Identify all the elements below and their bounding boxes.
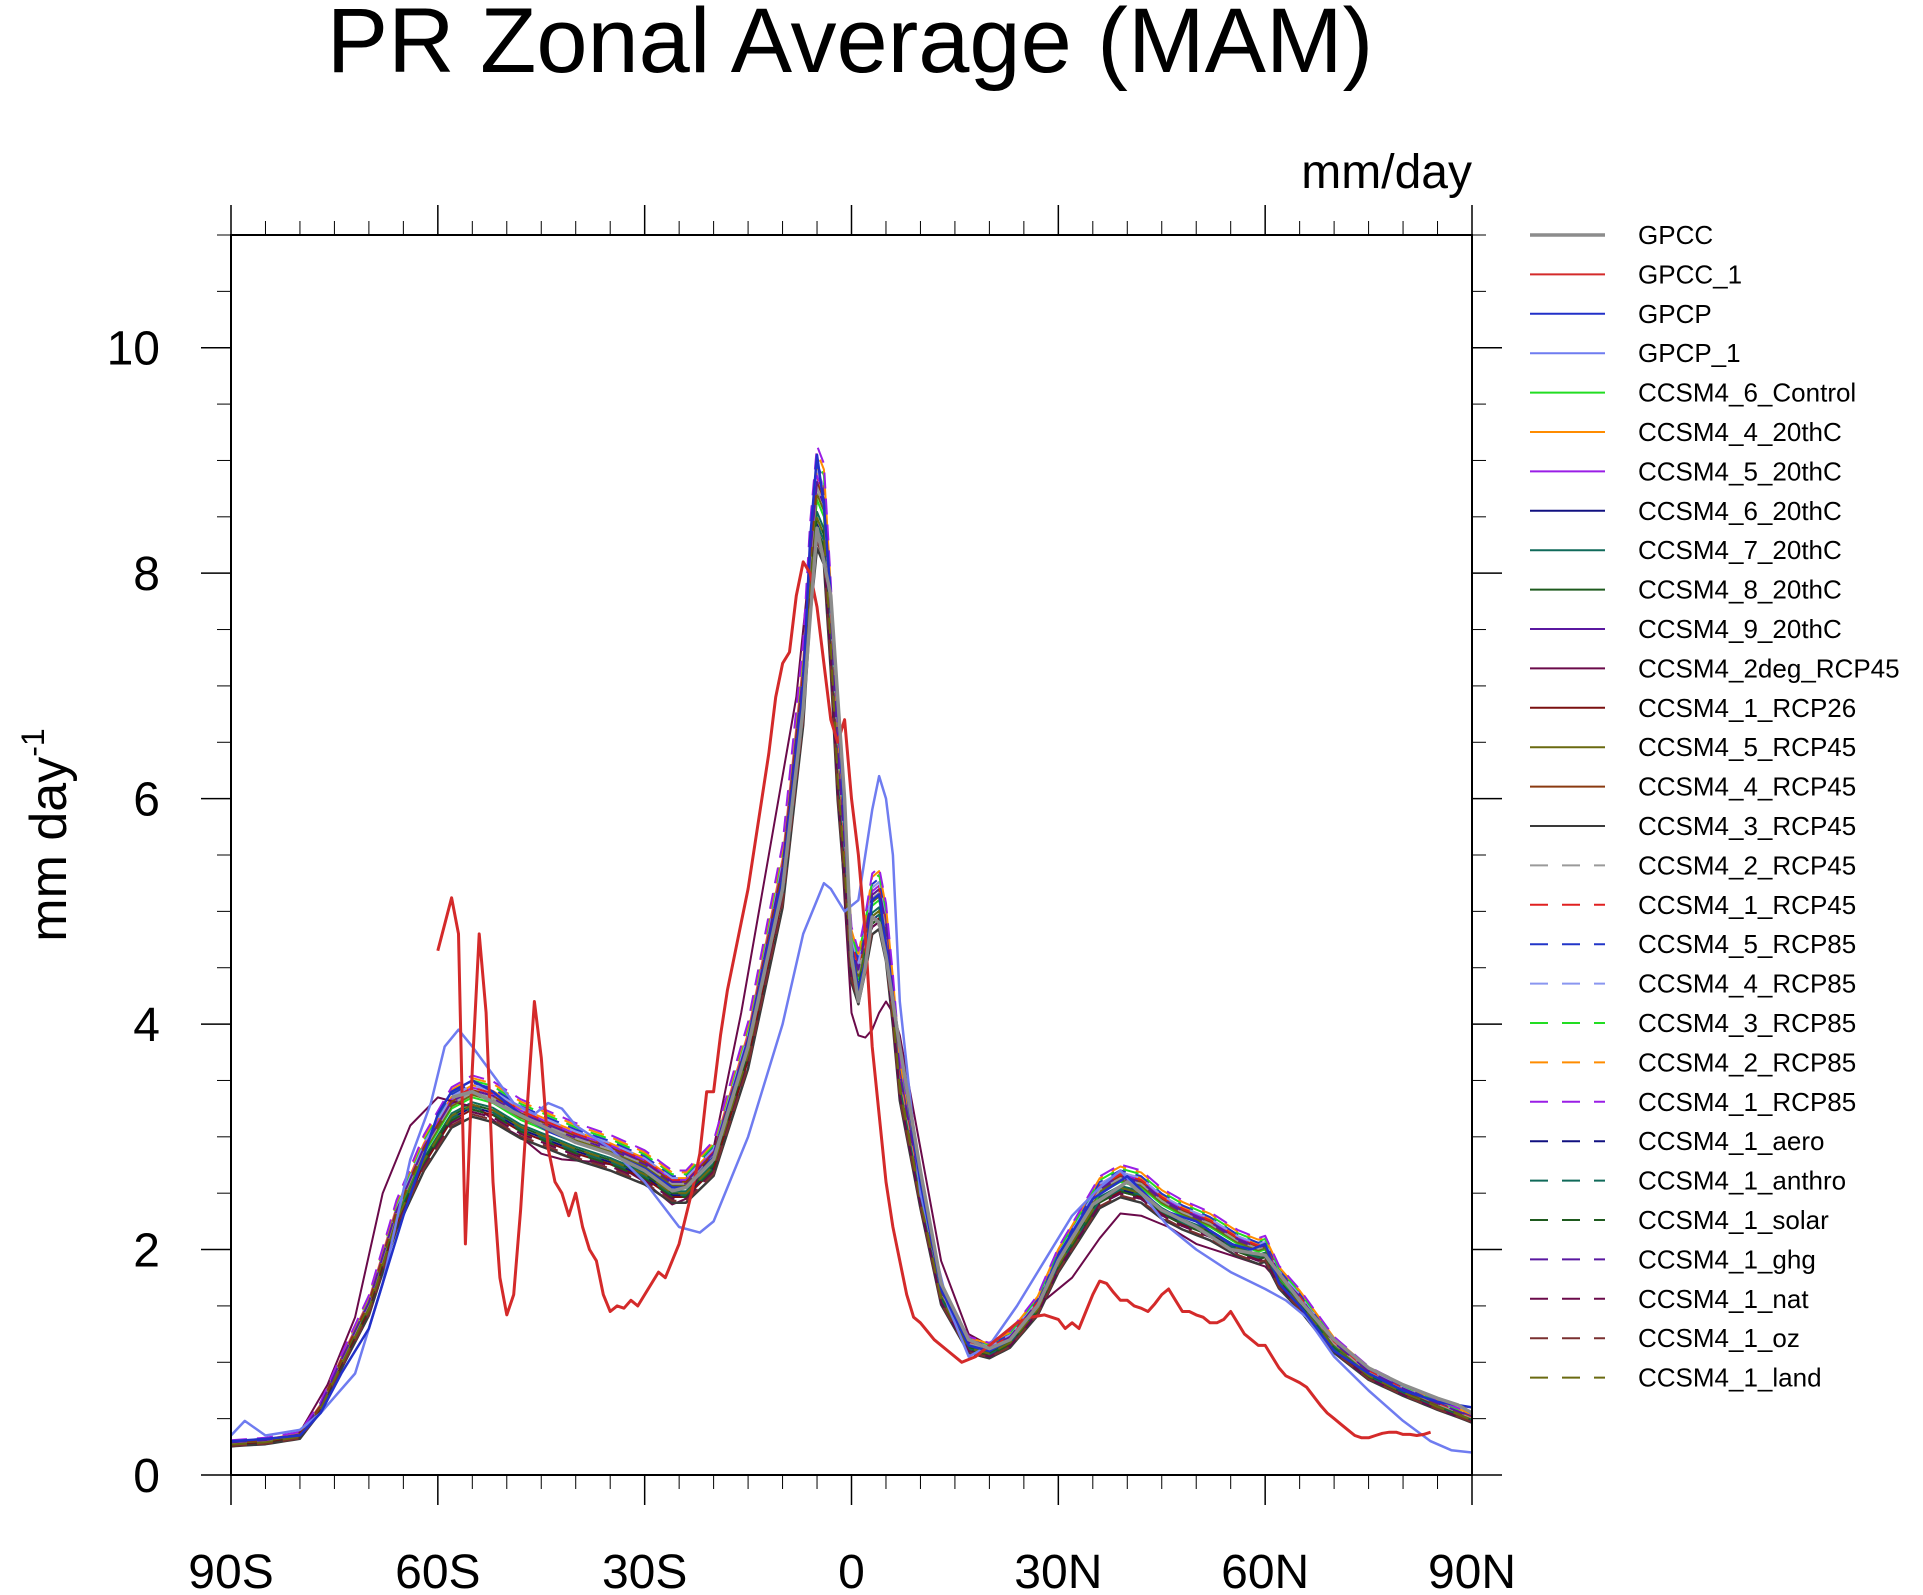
- series-line: [231, 541, 1472, 1447]
- y-tick-label: 2: [133, 1225, 160, 1278]
- tick-marks: [201, 205, 1502, 1505]
- legend-label: CCSM4_1_oz: [1638, 1323, 1800, 1353]
- legend-label: CCSM4_8_20thC: [1638, 575, 1842, 605]
- legend-label: CCSM4_3_RCP45: [1638, 811, 1856, 841]
- y-axis-label-text: mm day: [20, 757, 78, 942]
- legend-label: CCSM4_5_20thC: [1638, 456, 1842, 486]
- units-label: mm/day: [1301, 146, 1472, 199]
- y-axis-label: mm day-1: [15, 728, 78, 941]
- legend-label: GPCC_1: [1638, 259, 1742, 289]
- legend-label: CCSM4_2_RCP45: [1638, 850, 1856, 880]
- legend-label: GPCP: [1638, 299, 1712, 329]
- legend-label: CCSM4_6_20thC: [1638, 496, 1842, 526]
- y-tick-label: 10: [107, 323, 160, 376]
- legend-label: CCSM4_1_RCP85: [1638, 1087, 1856, 1117]
- legend-label: CCSM4_2_RCP85: [1638, 1047, 1856, 1077]
- legend-label: GPCC: [1638, 220, 1713, 250]
- x-tick-label: 0: [838, 1546, 865, 1595]
- y-tick-label: 0: [133, 1450, 160, 1503]
- svg-text:mm day-1: mm day-1: [15, 728, 78, 941]
- legend-label: CCSM4_3_RCP85: [1638, 1008, 1856, 1038]
- series-layer: [231, 444, 1472, 1454]
- x-tick-label: 60N: [1221, 1546, 1309, 1595]
- series-line: [231, 527, 1472, 1448]
- legend-label: CCSM4_5_RCP45: [1638, 732, 1856, 762]
- legend-label: CCSM4_1_nat: [1638, 1284, 1809, 1314]
- legend-label: GPCP_1: [1638, 338, 1741, 368]
- series-line: [231, 529, 1472, 1447]
- chart-title: PR Zonal Average (MAM): [327, 0, 1373, 92]
- x-tick-label: 60S: [395, 1546, 480, 1595]
- legend-label: CCSM4_1_aero: [1638, 1126, 1824, 1156]
- legend-label: CCSM4_4_RCP45: [1638, 772, 1856, 802]
- series-line: [231, 535, 1472, 1447]
- legend-label: CCSM4_6_Control: [1638, 378, 1856, 408]
- x-tick-label: 30S: [602, 1546, 687, 1595]
- legend-label: CCSM4_5_RCP85: [1638, 929, 1856, 959]
- series-line: [451, 526, 1472, 1415]
- tick-labels: 90S 60S 30S 0 30N 60N 90N 0 2 4 6 8 10: [107, 323, 1516, 1595]
- legend: GPCC GPCC_1 GPCP GPCP_1 CCSM4_6_Control CCSM4…: [1530, 220, 1900, 1393]
- x-tick-label: 90N: [1428, 1546, 1516, 1595]
- legend-label: CCSM4_1_anthro: [1638, 1166, 1846, 1196]
- x-tick-label: 90S: [188, 1546, 273, 1595]
- legend-label: CCSM4_7_20thC: [1638, 535, 1842, 565]
- y-tick-label: 6: [133, 774, 160, 827]
- series-line: [231, 774, 1472, 1454]
- y-tick-label: 8: [133, 548, 160, 601]
- series-line: [231, 535, 1472, 1447]
- legend-label: CCSM4_1_ghg: [1638, 1244, 1816, 1274]
- series-line: [231, 529, 1472, 1447]
- legend-label: CCSM4_1_RCP45: [1638, 890, 1856, 920]
- legend-label: CCSM4_9_20thC: [1638, 614, 1842, 644]
- legend-label: CCSM4_1_solar: [1638, 1205, 1829, 1235]
- legend-label: CCSM4_1_land: [1638, 1363, 1822, 1393]
- legend-label: CCSM4_4_20thC: [1638, 417, 1842, 447]
- legend-label: CCSM4_1_RCP26: [1638, 693, 1856, 723]
- series-line: [436, 560, 1432, 1440]
- y-tick-label: 4: [133, 999, 160, 1052]
- x-tick-label: 30N: [1014, 1546, 1102, 1595]
- legend-label: CCSM4_2deg_RCP45: [1638, 653, 1900, 683]
- y-axis-label-superscript: -1: [15, 728, 51, 756]
- legend-label: CCSM4_4_RCP85: [1638, 969, 1856, 999]
